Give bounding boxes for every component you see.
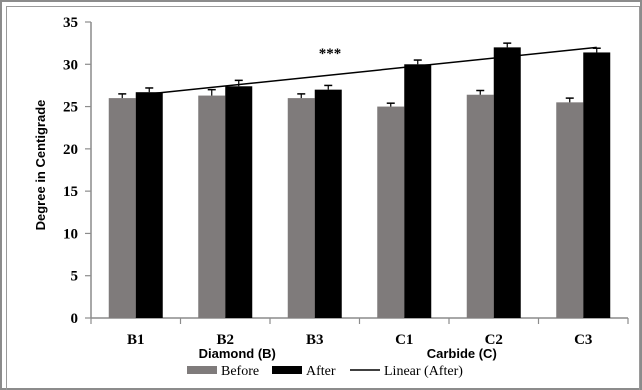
- bar-before-c2: [466, 94, 494, 318]
- y-tick-label: 25: [63, 100, 78, 116]
- legend-label-linear-after: Linear (After): [384, 364, 463, 379]
- bar-after-c1: [404, 64, 432, 319]
- y-axis-label: Degree in Centigrade: [33, 100, 48, 231]
- bar-before-c1: [377, 106, 405, 318]
- bar-after-b1: [135, 92, 163, 319]
- legend-swatch-before: [187, 366, 217, 374]
- legend-label-before: Before: [221, 364, 259, 379]
- bar-before-b2: [198, 95, 226, 318]
- significance-annotation: ***: [319, 46, 342, 62]
- bar-after-b2: [225, 86, 253, 318]
- x-tick-label-b1: B1: [127, 332, 145, 348]
- labels: 0 5 10 15 20 25 30 35 B1 B2 B3 C1 C2 C3 Diamond (B) Car…: [63, 15, 592, 379]
- group-label-carbide: Carbide (C): [427, 346, 497, 361]
- bar-after-b3: [314, 89, 342, 319]
- bar-before-b1: [108, 98, 136, 318]
- legend-label-after: After: [306, 364, 336, 379]
- axes: [85, 21, 629, 324]
- bar-before-c3: [556, 102, 584, 318]
- y-tick-label: 10: [63, 226, 78, 242]
- x-tick-label-c1: C1: [395, 332, 413, 348]
- bars: [108, 42, 611, 319]
- y-tick-label: 0: [71, 311, 79, 327]
- x-tick-label-b2: B2: [216, 332, 234, 348]
- y-tick-label: 20: [63, 142, 78, 158]
- y-tick-label: 15: [63, 184, 78, 200]
- y-tick-label: 5: [71, 269, 79, 285]
- y-tick-label: 35: [63, 15, 78, 31]
- y-tick-label: 30: [63, 57, 78, 73]
- x-tick-label-b3: B3: [306, 332, 324, 348]
- legend-swatch-after: [272, 366, 302, 374]
- x-tick-label-c2: C2: [485, 332, 503, 348]
- chart-area: [6, 6, 640, 390]
- group-label-diamond: Diamond (B): [199, 346, 276, 361]
- x-tick-label-c3: C3: [574, 332, 592, 348]
- bar-after-c2: [493, 47, 521, 318]
- trendline-linear-after: [149, 46, 597, 95]
- bar-after-c3: [583, 52, 611, 319]
- bar-before-b3: [287, 98, 315, 318]
